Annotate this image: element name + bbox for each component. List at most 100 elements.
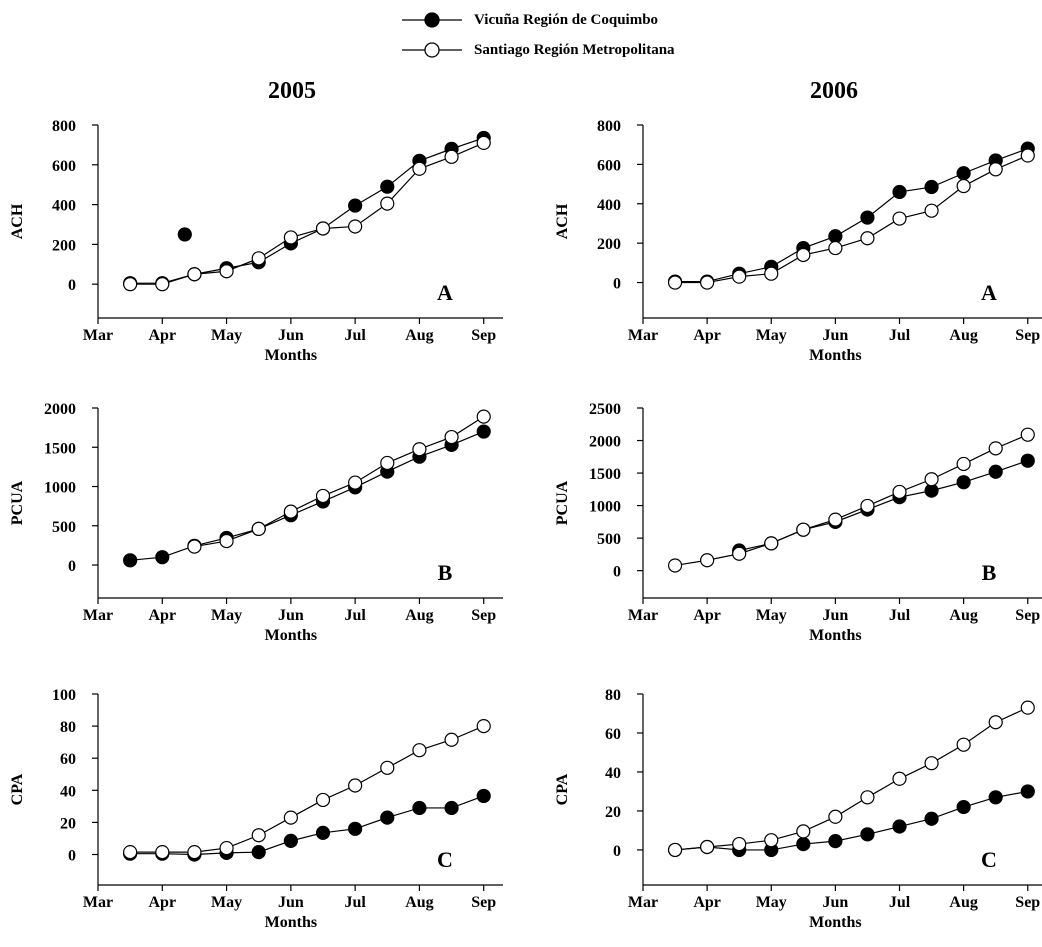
data-point-vicuna xyxy=(956,475,971,490)
data-point-santiago xyxy=(860,231,875,246)
data-point-vicuna xyxy=(796,836,811,852)
data-point-santiago xyxy=(988,715,1003,730)
x-tick-label: May xyxy=(211,607,242,624)
data-point-santiago xyxy=(380,196,395,211)
data-point-santiago xyxy=(219,264,234,279)
data-point-santiago xyxy=(219,533,234,549)
x-tick-label: Apr xyxy=(149,327,177,344)
series-line-vicuna xyxy=(130,430,484,561)
data-point-santiago xyxy=(956,178,971,194)
x-axis-label: Months xyxy=(265,347,317,364)
panel-label: B xyxy=(982,560,997,585)
panel-label: C xyxy=(437,847,453,872)
data-point-santiago xyxy=(251,521,266,537)
year-title-2005: 2005 xyxy=(268,78,316,104)
data-point-santiago xyxy=(123,844,138,860)
x-axis-label: Months xyxy=(809,347,861,364)
x-tick-label: Aug xyxy=(949,894,977,911)
x-axis-label: Months xyxy=(265,627,317,644)
x-tick-label: Jul xyxy=(889,894,911,911)
y-tick-label: 20 xyxy=(60,815,76,832)
data-point-santiago xyxy=(732,836,747,852)
y-tick-label: 200 xyxy=(597,236,621,253)
x-tick-label: Mar xyxy=(83,894,113,911)
x-tick-label: Aug xyxy=(949,327,977,344)
data-point-vicuna xyxy=(860,210,875,225)
data-point-vicuna xyxy=(956,799,971,815)
data-point-vicuna xyxy=(1020,784,1035,799)
x-tick-label: May xyxy=(211,894,242,911)
data-point-vicuna xyxy=(380,810,395,825)
data-point-vicuna xyxy=(988,790,1003,805)
x-tick-label: Jul xyxy=(889,327,911,344)
data-point-santiago xyxy=(283,230,298,245)
data-point-vicuna xyxy=(828,834,843,849)
data-point-santiago xyxy=(155,277,170,292)
data-point-vicuna xyxy=(476,788,491,804)
x-tick-label: Aug xyxy=(405,327,433,344)
data-point-vicuna xyxy=(828,229,843,244)
data-point-santiago xyxy=(700,275,715,290)
data-point-santiago xyxy=(219,840,234,856)
data-point-santiago xyxy=(155,844,170,860)
x-tick-label: May xyxy=(756,327,787,344)
series-line-santiago xyxy=(130,142,484,285)
data-point-santiago xyxy=(187,539,202,554)
y-tick-label: 0 xyxy=(68,848,76,865)
data-point-santiago xyxy=(348,219,363,234)
x-tick-label: Mar xyxy=(83,327,113,344)
x-tick-label: May xyxy=(756,607,787,624)
data-point-vicuna xyxy=(412,800,427,816)
x-tick-label: Jun xyxy=(822,894,848,911)
y-tick-label: 20 xyxy=(605,804,621,821)
data-point-santiago xyxy=(283,810,298,825)
panel-label: B xyxy=(438,560,453,585)
legend-marker-open-icon xyxy=(402,42,462,58)
data-point-santiago xyxy=(828,240,843,256)
data-point-santiago xyxy=(283,504,298,519)
data-point-santiago xyxy=(251,251,266,266)
data-point-santiago xyxy=(956,737,971,752)
data-point-santiago xyxy=(348,778,363,793)
y-tick-label: 1000 xyxy=(44,480,76,497)
data-point-santiago xyxy=(476,135,491,151)
data-point-vicuna xyxy=(988,464,1003,479)
legend-label-santiago: Santiago Región Metropolitana xyxy=(474,41,675,58)
y-tick-label: 400 xyxy=(52,198,76,215)
data-point-santiago xyxy=(187,844,202,860)
data-point-santiago xyxy=(924,756,939,771)
y-tick-label: 0 xyxy=(68,558,76,575)
data-point-santiago xyxy=(476,719,491,734)
data-point-vicuna xyxy=(860,827,875,842)
x-tick-label: Sep xyxy=(471,607,496,624)
y-tick-label: 80 xyxy=(605,687,621,704)
x-tick-label: Jul xyxy=(344,607,366,624)
x-tick-label: Jul xyxy=(344,894,366,911)
data-point-santiago xyxy=(764,833,779,848)
y-tick-label: 0 xyxy=(613,843,621,860)
x-tick-label: Aug xyxy=(405,894,433,911)
data-point-santiago xyxy=(476,409,491,424)
data-point-santiago xyxy=(764,266,779,281)
data-point-santiago xyxy=(380,455,395,471)
chart-panel-ach-2005: 0 200 400 600 800 Mar Apr May Jun Jul Aug Sep Months… xyxy=(9,118,503,364)
y-axis-label: CPA xyxy=(9,773,26,805)
series-line-santiago xyxy=(130,725,484,853)
data-point-santiago xyxy=(315,221,331,236)
y-tick-label: 80 xyxy=(60,719,76,736)
x-tick-label: Sep xyxy=(1015,894,1040,911)
y-axis-label: CPA xyxy=(554,773,571,805)
data-point-santiago xyxy=(860,498,875,514)
chart-panel-ach-2006: 0 200 400 600 800 Mar Apr May Jun Jul Aug Sep Months… xyxy=(554,118,1042,364)
year-title-2006: 2006 xyxy=(810,78,858,104)
series-line-santiago xyxy=(194,416,485,548)
x-axis-label: Months xyxy=(809,627,861,644)
x-tick-label: Jun xyxy=(278,327,304,344)
x-tick-label: Sep xyxy=(1015,607,1040,624)
data-point-santiago xyxy=(380,760,395,775)
data-point-vicuna xyxy=(444,800,459,816)
data-point-santiago xyxy=(988,441,1003,456)
data-point-santiago xyxy=(667,842,683,858)
y-tick-label: 800 xyxy=(597,118,621,135)
